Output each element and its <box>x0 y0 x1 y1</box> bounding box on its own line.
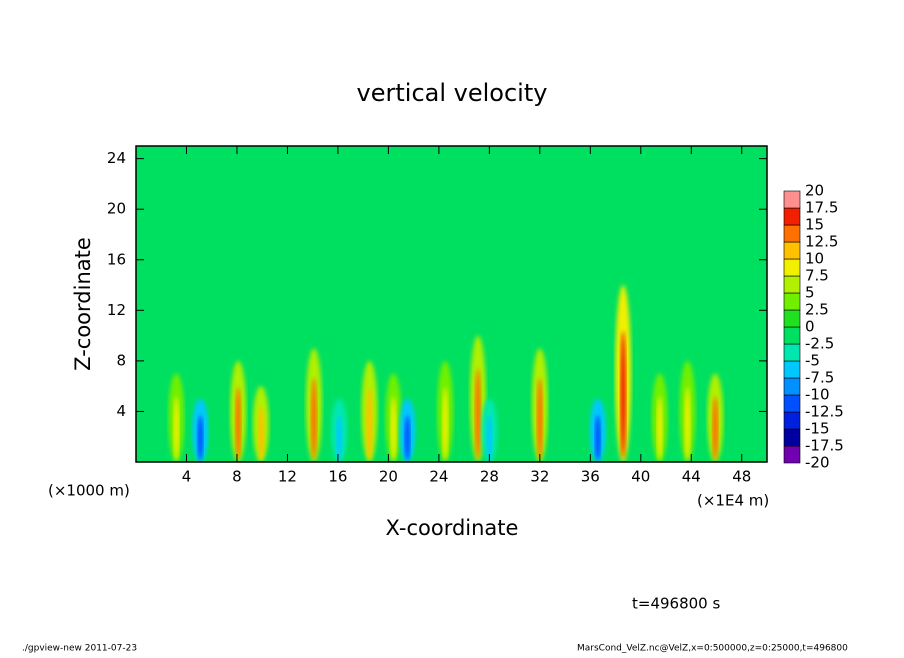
colorbar-bin <box>783 428 801 447</box>
colorbar-bin <box>783 309 801 328</box>
x-unit-left: (×1000 m) <box>48 482 130 500</box>
x-tick-label: 8 <box>232 468 242 486</box>
x-tick-label: 48 <box>732 468 751 486</box>
x-tick-label: 24 <box>429 468 448 486</box>
streak-core <box>235 387 242 460</box>
colorbar-label: 12.5 <box>805 233 838 251</box>
streak-core <box>197 415 204 461</box>
colorbar-bin <box>783 326 801 345</box>
colorbar-label: 20 <box>805 182 824 200</box>
colorbar-label: -12.5 <box>805 403 844 421</box>
colorbar-label: -17.5 <box>805 437 844 455</box>
plot-frame <box>135 145 768 463</box>
y-tick-label: 24 <box>107 149 126 167</box>
streak-core <box>594 415 601 461</box>
colorbar-bin <box>783 190 801 209</box>
colorbar-label: -10 <box>805 386 830 404</box>
x-tick-label: 20 <box>379 468 398 486</box>
footer-right: MarsCond_VelZ.nc@VelZ,x=0:500000,z=0:250… <box>577 644 848 654</box>
colorbar-bin <box>783 377 801 396</box>
streak-core <box>310 377 317 460</box>
colorbar-label: -15 <box>805 420 830 438</box>
x-tick-label: 44 <box>682 468 701 486</box>
x-tick-label: 28 <box>480 468 499 486</box>
x-tick-label: 4 <box>182 468 192 486</box>
y-tick-label: 12 <box>107 301 126 319</box>
colorbar-bin <box>783 258 801 277</box>
colorbar-bin <box>783 241 801 260</box>
colorbar-label: 2.5 <box>805 301 829 319</box>
x-axis-label: X-coordinate <box>386 516 519 540</box>
colorbar-label: 5 <box>805 284 815 302</box>
time-label: t=496800 s <box>632 595 720 613</box>
x-tick-label: 32 <box>530 468 549 486</box>
colorbar-bin <box>783 224 801 243</box>
streak-core <box>404 415 411 461</box>
colorbar-label: 10 <box>805 250 824 268</box>
x-unit-right: (×1E4 m) <box>697 492 769 510</box>
streak-core <box>620 331 627 459</box>
streak-core <box>173 396 180 461</box>
streak-core <box>486 415 493 461</box>
x-tick-label: 36 <box>581 468 600 486</box>
colorbar-bin <box>783 411 801 430</box>
colorbar-label: 17.5 <box>805 199 838 217</box>
streak-core <box>475 368 482 460</box>
colorbar-bin <box>783 275 801 294</box>
x-tick-label: 40 <box>631 468 650 486</box>
colorbar-bin <box>783 394 801 413</box>
colorbar-label: -5 <box>805 352 820 370</box>
field <box>136 146 767 462</box>
colorbar-label: 15 <box>805 216 824 234</box>
colorbar-bin <box>783 292 801 311</box>
y-tick-label: 16 <box>107 250 126 268</box>
chart-title: vertical velocity <box>357 79 548 107</box>
streak-core <box>366 387 373 460</box>
colorbar-bin <box>783 360 801 379</box>
colorbar-bin <box>783 445 801 464</box>
x-tick-label: 16 <box>328 468 347 486</box>
streak-core <box>390 396 397 461</box>
colorbar-label: 0 <box>805 318 815 336</box>
streak-core <box>257 405 264 461</box>
colorbar-label: -7.5 <box>805 369 834 387</box>
streak-core <box>656 396 663 461</box>
y-axis-label: Z-coordinate <box>71 237 95 371</box>
y-tick-label: 8 <box>116 351 126 369</box>
y-tick-label: 20 <box>107 200 126 218</box>
colorbar-label: 7.5 <box>805 267 829 285</box>
streak-core <box>712 396 719 461</box>
streak-core <box>536 377 543 460</box>
colorbar-bin <box>783 207 801 226</box>
x-tick-label: 12 <box>278 468 297 486</box>
streak-core <box>442 387 449 460</box>
colorbar-label: -2.5 <box>805 335 834 353</box>
y-tick-label: 4 <box>116 402 126 420</box>
streak-core <box>684 387 691 460</box>
streak-core <box>336 415 343 461</box>
footer-left: ./gpview-new 2011-07-23 <box>22 644 137 654</box>
colorbar-label: -20 <box>805 454 830 472</box>
colorbar-bin <box>783 343 801 362</box>
